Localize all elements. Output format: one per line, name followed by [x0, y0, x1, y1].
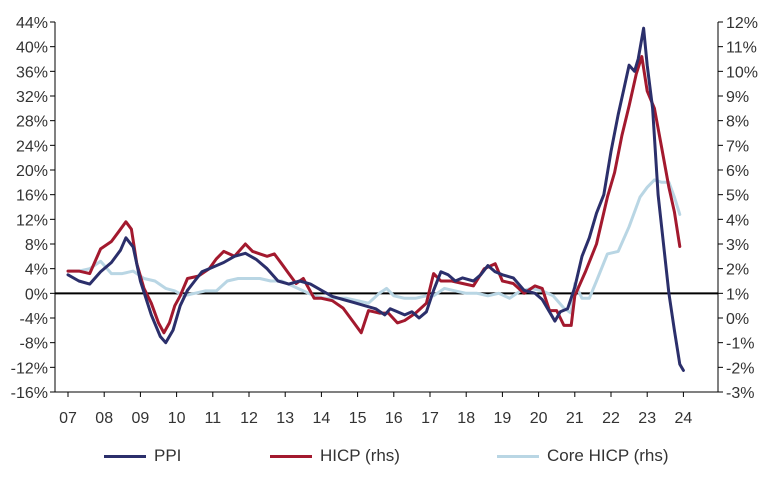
left-tick-label: 36% — [16, 64, 48, 81]
right-tick-label: 5% — [726, 188, 749, 205]
right-tick-label: 11% — [726, 40, 757, 57]
x-tick-label: 23 — [638, 410, 656, 427]
x-tick-label: 15 — [349, 410, 367, 427]
right-tick-label: 4% — [726, 212, 749, 229]
legend-item-hicp: HICP (rhs) — [270, 446, 400, 466]
series-line-ppi — [66, 26, 685, 372]
left-tick-label: 20% — [16, 163, 48, 180]
series-line-core-hicp — [66, 178, 682, 315]
left-tick-label: 32% — [16, 89, 48, 106]
x-tick-label: 19 — [494, 410, 512, 427]
left-tick-label: 28% — [16, 114, 48, 131]
x-tick-label: 20 — [530, 410, 548, 427]
right-tick-label: 10% — [726, 64, 758, 81]
right-tick-label: -3% — [726, 385, 754, 402]
left-tick-label: 4% — [25, 262, 48, 279]
x-tick-label: 17 — [421, 410, 439, 427]
right-tick-label: 1% — [726, 286, 749, 303]
legend-item-core-hicp: Core HICP (rhs) — [497, 446, 669, 466]
tick-labels: 44% 40% 36% 32% 28% 24% 20% 16% 12% 8% 4% 0% -4% -8% -… — [11, 15, 758, 427]
left-tick-label: -4% — [20, 311, 48, 328]
x-tick-label: 13 — [276, 410, 294, 427]
left-tick-label: 44% — [16, 15, 48, 32]
right-tick-label: 8% — [726, 114, 749, 131]
legend: PPI HICP (rhs) Core HICP (rhs) — [0, 446, 776, 474]
axes — [50, 21, 723, 397]
x-tick-label: 24 — [675, 410, 693, 427]
left-tick-label: -12% — [11, 360, 48, 377]
right-tick-label: 12% — [726, 15, 758, 32]
left-tick-label: 12% — [16, 212, 48, 229]
right-tick-label: 9% — [726, 89, 749, 106]
x-tick-label: 14 — [313, 410, 331, 427]
legend-label-ppi: PPI — [154, 446, 182, 465]
legend-label-hicp: HICP (rhs) — [320, 446, 400, 465]
x-tick-label: 07 — [59, 410, 77, 427]
left-tick-label: 24% — [16, 138, 48, 155]
right-tick-label: 7% — [726, 138, 749, 155]
x-tick-label: 18 — [457, 410, 475, 427]
left-tick-label: 8% — [25, 237, 48, 254]
x-tick-label: 11 — [204, 410, 221, 427]
series-layer — [66, 26, 685, 372]
x-tick-label: 22 — [602, 410, 620, 427]
right-tick-label: 6% — [726, 163, 749, 180]
right-tick-label: -2% — [726, 360, 754, 377]
left-tick-label: -16% — [11, 385, 48, 402]
x-tick-label: 09 — [132, 410, 150, 427]
legend-swatch-ppi — [104, 454, 146, 458]
x-tick-label: 08 — [95, 410, 113, 427]
left-tick-label: 40% — [16, 40, 48, 57]
x-tick-label: 21 — [566, 410, 584, 427]
right-tick-label: -1% — [726, 336, 754, 353]
right-tick-label: 3% — [726, 237, 749, 254]
legend-swatch-hicp — [270, 454, 312, 458]
right-tick-label: 0% — [726, 311, 749, 328]
left-tick-label: 0% — [25, 286, 48, 303]
chart-canvas: 44% 40% 36% 32% 28% 24% 20% 16% 12% 8% 4% 0% -4% -8% -… — [11, 15, 758, 427]
legend-label-core-hicp: Core HICP (rhs) — [547, 446, 669, 465]
series-line-hicp — [66, 55, 682, 335]
x-tick-label: 12 — [240, 410, 258, 427]
x-tick-label: 16 — [385, 410, 403, 427]
legend-item-ppi: PPI — [104, 446, 181, 466]
legend-swatch-core-hicp — [497, 454, 539, 458]
x-tick-label: 10 — [168, 410, 186, 427]
left-tick-label: -8% — [20, 336, 48, 353]
right-tick-label: 2% — [726, 262, 749, 279]
left-tick-label: 16% — [16, 188, 48, 205]
